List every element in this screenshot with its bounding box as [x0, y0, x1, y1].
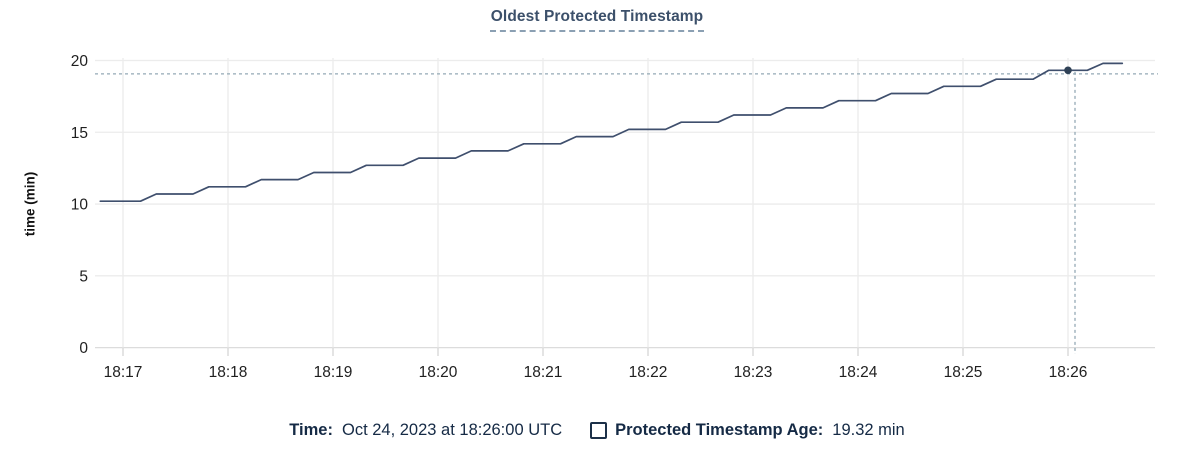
x-tick-label: 18:18: [209, 364, 248, 381]
chart-canvas[interactable]: 0 5 10 15 20 18:17 18:18 18:19 18:20 18:21 18:22 18…: [0, 0, 1194, 402]
y-tick-label: 15: [71, 125, 88, 142]
series-line-protected-timestamp-age: [99, 62, 1124, 203]
x-tick-label: 18:24: [839, 364, 878, 381]
legend-series-label: Protected Timestamp Age:: [615, 420, 824, 439]
legend-time-label: Time:: [289, 420, 333, 439]
y-tick-label: 0: [79, 340, 88, 357]
chart-title-row: Oldest Protected Timestamp: [0, 8, 1194, 32]
y-tick-label: 20: [71, 53, 89, 70]
chart-title[interactable]: Oldest Protected Timestamp: [489, 8, 705, 32]
x-tick-label: 18:22: [629, 364, 668, 381]
legend-series-value: 19.32 min: [832, 420, 905, 439]
x-tick-label: 18:25: [944, 364, 983, 381]
y-tick-label: 5: [79, 268, 88, 285]
x-tick-label: 18:20: [419, 364, 458, 381]
legend-time: Time: Oct 24, 2023 at 18:26:00 UTC: [289, 421, 562, 440]
x-tick-label: 18:23: [734, 364, 773, 381]
y-tick-label: 10: [71, 197, 89, 214]
x-tick-label: 18:17: [104, 364, 143, 381]
highlight-dot[interactable]: [1064, 66, 1072, 75]
x-tick-label: 18:21: [524, 364, 563, 381]
x-tick-label: 18:19: [314, 364, 353, 381]
legend-checkbox[interactable]: [590, 421, 608, 439]
legend-row: Time: Oct 24, 2023 at 18:26:00 UTC Prote…: [0, 417, 1194, 443]
legend-series: Protected Timestamp Age: 19.32 min: [590, 421, 905, 440]
legend-time-value: Oct 24, 2023 at 18:26:00 UTC: [341, 420, 563, 439]
x-tick-label: 18:26: [1049, 364, 1088, 381]
